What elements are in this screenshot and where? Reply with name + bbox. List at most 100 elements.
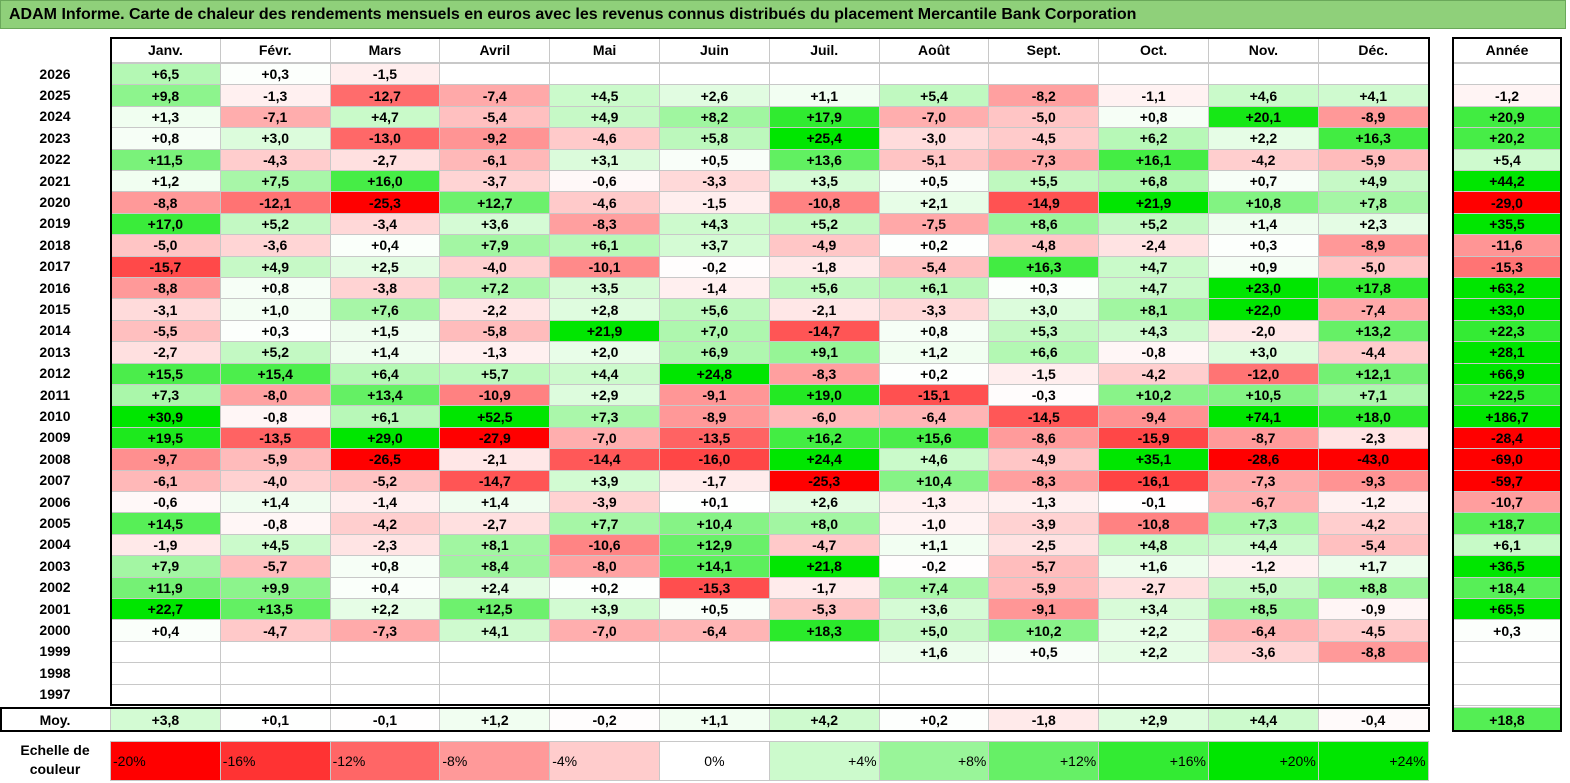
heatmap-cell: -1,3: [219, 84, 331, 107]
heatmap-cell: -8,3: [768, 362, 880, 385]
heatmap-cell: +13,4: [329, 384, 441, 407]
heatmap-cell: +1,0: [219, 298, 331, 321]
heatmap-cell: +1,4: [329, 341, 441, 364]
heatmap-cell: +0,4: [110, 619, 221, 642]
heatmap-cell: +6,9: [659, 341, 770, 364]
heatmap-cell: -10,8: [1098, 512, 1209, 535]
month-header: Oct.: [1098, 37, 1209, 63]
scale-swatch: -20%: [110, 741, 221, 781]
heatmap-cell: +1,2: [110, 170, 221, 193]
heatmap-cell: -9,3: [1317, 469, 1429, 492]
heatmap-cell: -4,4: [1317, 341, 1429, 364]
heatmap-cell: [878, 662, 990, 685]
year-label: 1999: [39, 643, 71, 660]
heatmap-cell: +13,6: [768, 148, 880, 171]
annual-cell: -59,7: [1452, 469, 1562, 492]
heatmap-cell: +0,5: [878, 170, 990, 193]
heatmap-cell: -1,5: [988, 362, 1100, 385]
heatmap-cell: +19,0: [768, 384, 880, 407]
heatmap-cell: -3,9: [549, 491, 660, 514]
heatmap-cell: [1208, 683, 1319, 706]
heatmap-cell: +5,0: [1208, 576, 1319, 599]
heatmap-cell: -0,6: [549, 170, 660, 193]
heatmap-cell: +25,4: [768, 127, 880, 150]
average-cell: +4,4: [1208, 707, 1319, 732]
year-label: 2000: [39, 622, 71, 639]
annual-cell: +22,5: [1452, 384, 1562, 407]
heatmap-cell: -8,9: [659, 405, 770, 428]
heatmap-cell: +16,3: [1317, 127, 1429, 150]
heatmap-cell: +7,5: [219, 170, 331, 193]
heatmap-cell: +10,8: [1208, 191, 1319, 214]
heatmap-cell: -12,7: [329, 84, 441, 107]
heatmap-cell: +2,2: [1098, 619, 1209, 642]
annual-header: Année: [1452, 37, 1562, 63]
heatmap-cell: -5,7: [219, 555, 331, 578]
heatmap-cell: +8,1: [1098, 298, 1209, 321]
heatmap-cell: +10,4: [659, 512, 770, 535]
scale-swatch: 0%: [659, 741, 770, 781]
heatmap-cell: +20,1: [1208, 105, 1319, 129]
year-label: 2001: [39, 600, 71, 617]
heatmap-cell: +7,9: [110, 555, 221, 578]
year-label: 1998: [39, 664, 71, 681]
heatmap-cell: [329, 683, 441, 706]
heatmap-cell: -9,2: [439, 127, 551, 150]
heatmap-cell: +13,5: [219, 598, 331, 621]
heatmap-cell: -8,8: [1317, 640, 1429, 664]
heatmap-cell: -5,8: [439, 319, 551, 343]
annual-cell: +22,3: [1452, 319, 1562, 343]
heatmap-cell: -9,4: [1098, 405, 1209, 428]
heatmap-cell: -15,9: [1098, 426, 1209, 450]
heatmap-cell: [1208, 63, 1319, 86]
heatmap-cell: +10,2: [988, 619, 1100, 642]
heatmap-cell: +4,1: [439, 619, 551, 642]
heatmap-cell: [768, 683, 880, 706]
average-cell: +4,2: [768, 707, 880, 732]
heatmap-cell: -2,7: [1098, 576, 1209, 599]
heatmap-cell: -1,8: [768, 255, 880, 278]
annual-cell: -1,2: [1452, 84, 1562, 107]
heatmap-cell: +4,9: [549, 105, 660, 129]
heatmap-cell: -9,7: [110, 448, 221, 471]
heatmap-cell: +2,3: [1317, 212, 1429, 236]
heatmap-cell: +12,7: [439, 191, 551, 214]
annual-cell: -15,3: [1452, 255, 1562, 278]
year-label: 2008: [39, 450, 71, 467]
heatmap-cell: -8,3: [988, 469, 1100, 492]
heatmap-cell: +3,7: [659, 234, 770, 257]
heatmap-cell: +22,0: [1208, 298, 1319, 321]
heatmap-cell: +2,5: [329, 255, 441, 278]
page-title: ADAM Informe. Carte de chaleur des rende…: [0, 0, 1566, 29]
heatmap-cell: +12,9: [659, 533, 770, 557]
heatmap-cell: -1,7: [768, 576, 880, 599]
heatmap-cell: -9,1: [659, 384, 770, 407]
heatmap-cell: -5,9: [1317, 148, 1429, 171]
heatmap-cell: -3,0: [878, 127, 990, 150]
heatmap-cell: +0,5: [659, 598, 770, 621]
heatmap-cell: +12,5: [439, 598, 551, 621]
heatmap-cell: +3,6: [439, 212, 551, 236]
heatmap-cell: +0,9: [1208, 255, 1319, 278]
heatmap-cell: -0,8: [219, 405, 331, 428]
heatmap-cell: [110, 662, 221, 685]
heatmap-cell: +18,3: [768, 619, 880, 642]
heatmap-cell: +8,0: [768, 512, 880, 535]
heatmap-cell: -8,8: [110, 191, 221, 214]
heatmap-cell: +0,8: [1098, 105, 1209, 129]
heatmap-cell: +4,6: [1208, 84, 1319, 107]
heatmap-cell: +0,2: [549, 576, 660, 599]
heatmap-cell: +74,1: [1208, 405, 1319, 428]
heatmap-cell: -5,0: [1317, 255, 1429, 278]
heatmap-cell: +1,6: [1098, 555, 1209, 578]
heatmap-cell: +14,5: [110, 512, 221, 535]
heatmap-cell: -3,6: [219, 234, 331, 257]
heatmap-cell: +3,4: [1098, 598, 1209, 621]
heatmap-cell: +9,9: [219, 576, 331, 599]
heatmap-cell: +3,0: [1208, 341, 1319, 364]
heatmap-cell: +1,4: [219, 491, 331, 514]
heatmap-cell: +1,2: [878, 341, 990, 364]
average-cell: -1,8: [988, 707, 1100, 732]
heatmap-cell: -15,3: [659, 576, 770, 599]
heatmap-cell: +11,5: [110, 148, 221, 171]
